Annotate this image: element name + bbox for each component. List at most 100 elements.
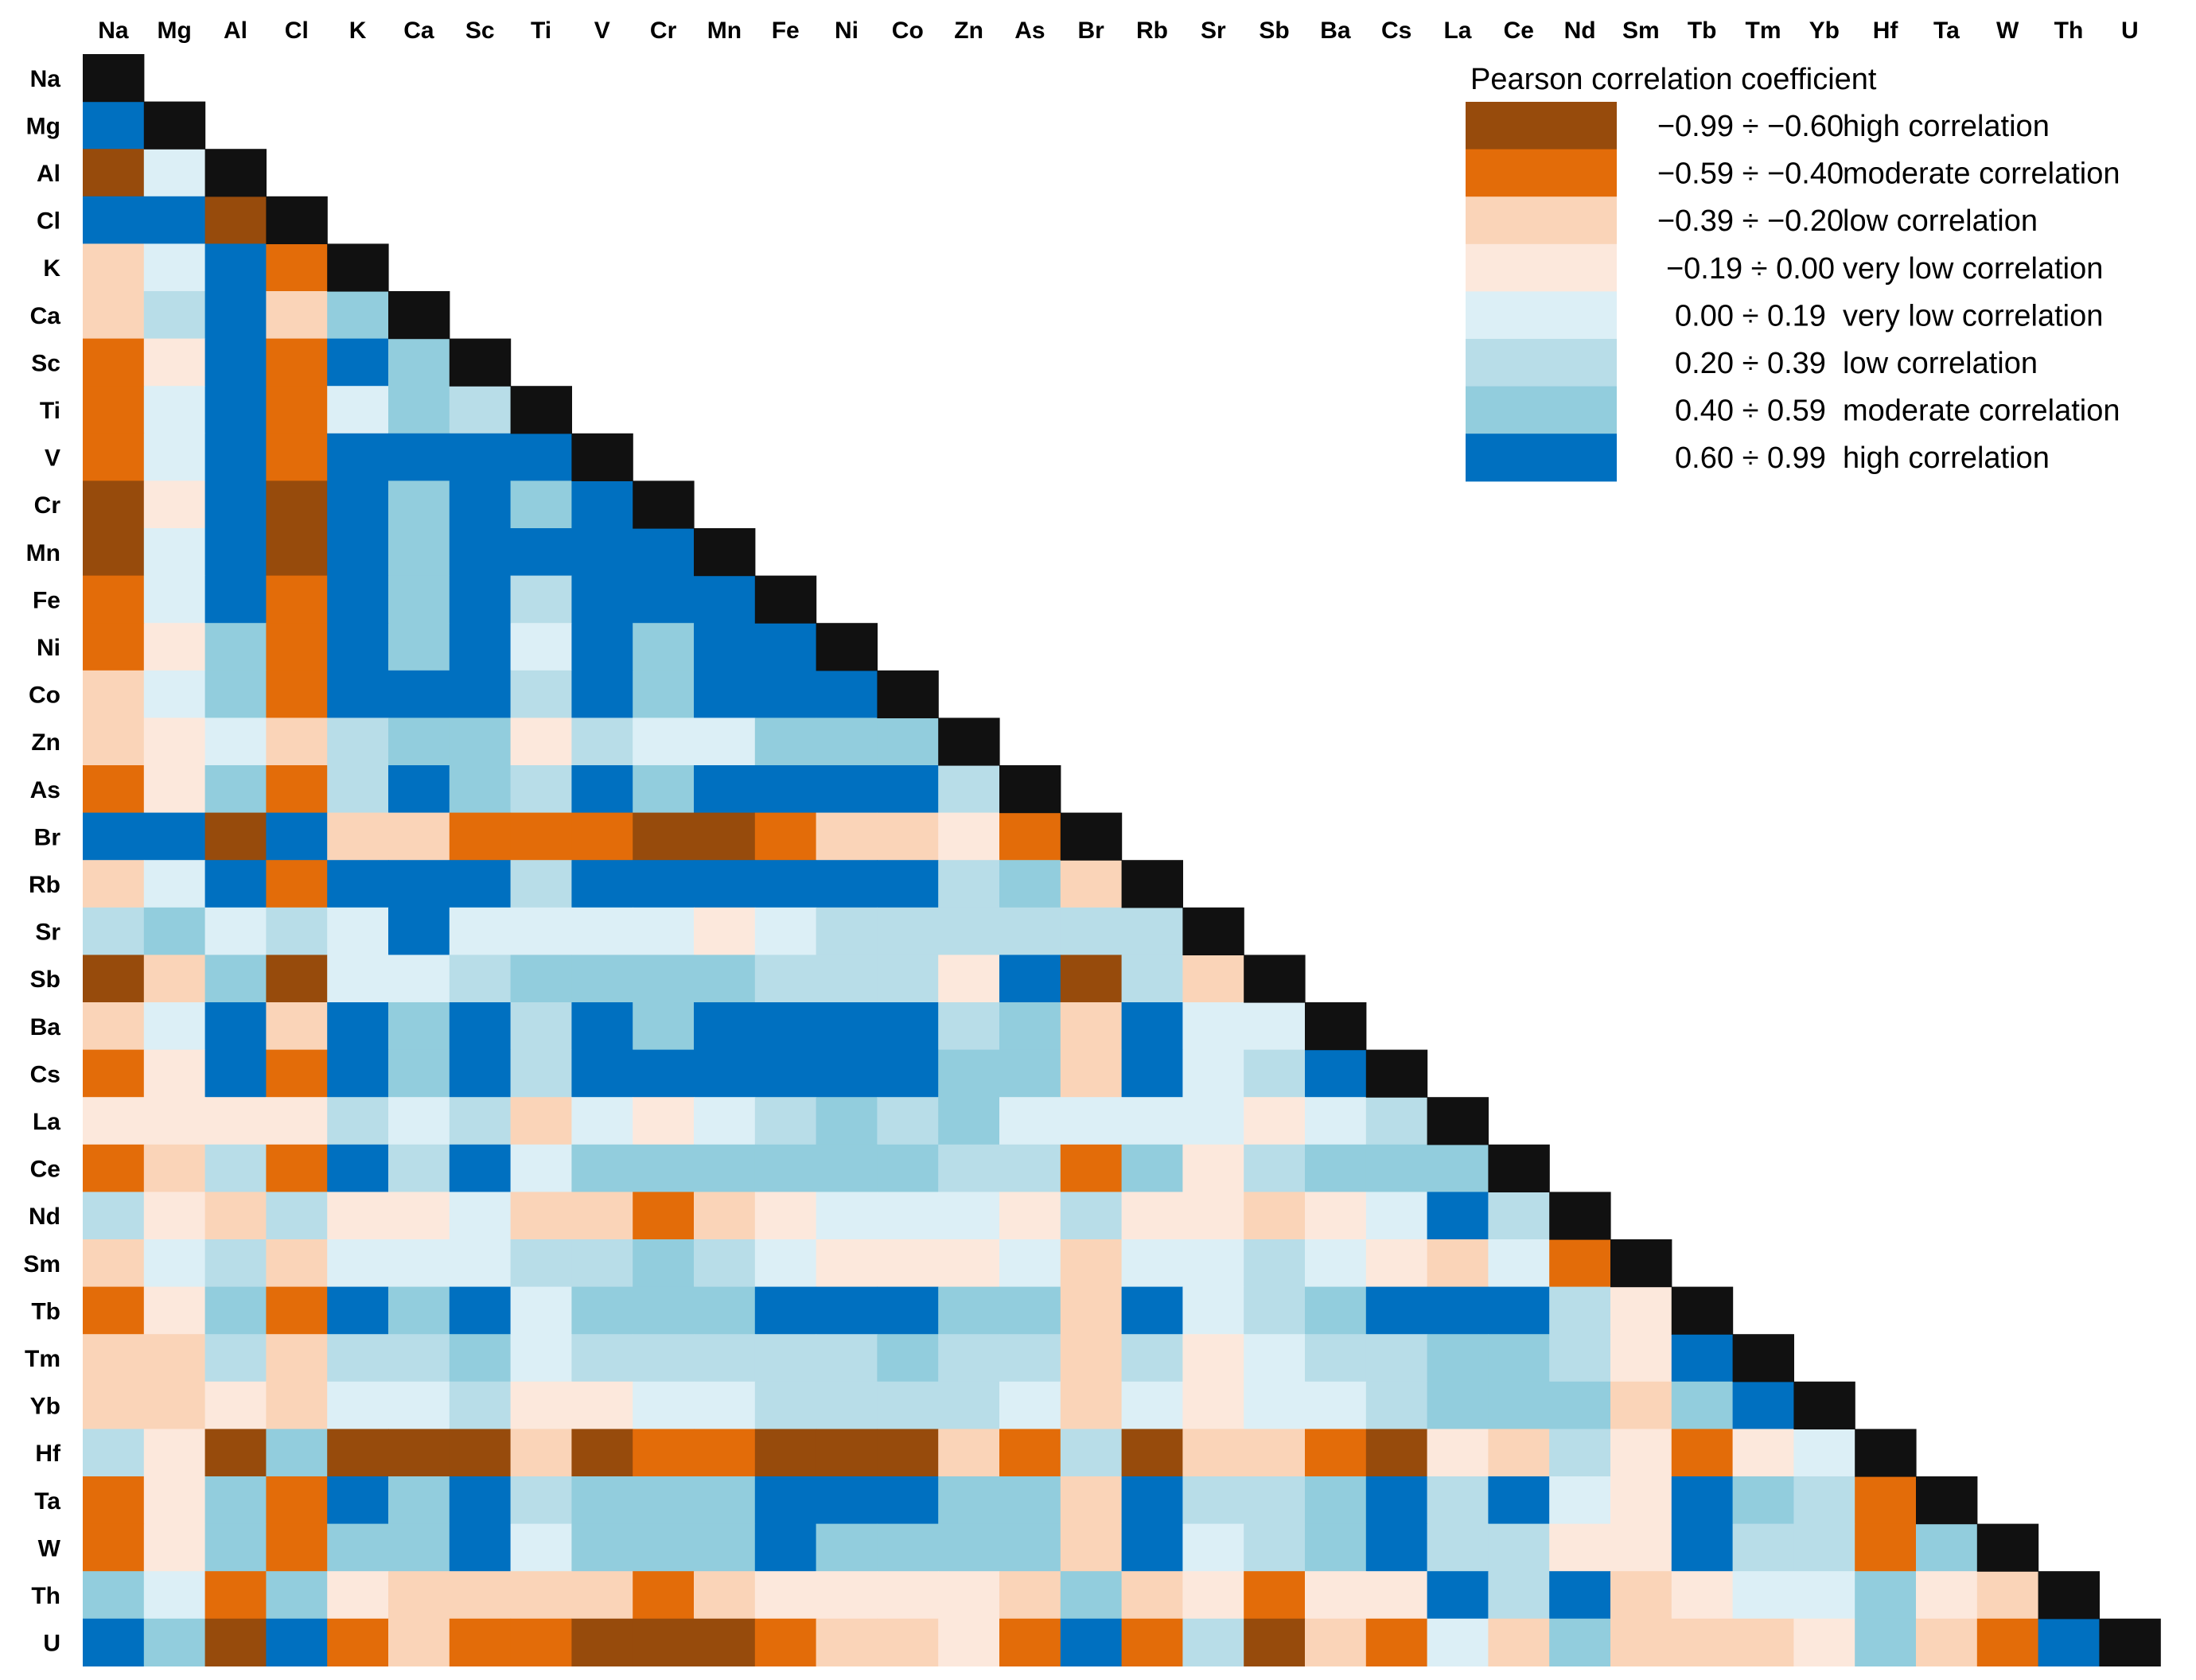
cell-Hf-Cl xyxy=(266,1429,328,1477)
cell-Br-Cl xyxy=(266,812,328,861)
cell-U-Ce xyxy=(1488,1618,1550,1666)
cell-Th-Tm xyxy=(1732,1571,1794,1620)
cell-Tm-Ba xyxy=(1305,1334,1367,1382)
cell-Zn-Na xyxy=(83,718,145,766)
cell-Nd-Sb xyxy=(1244,1192,1306,1240)
cell-Sb-Co xyxy=(877,955,939,1003)
cell-La-Ba xyxy=(1305,1097,1367,1145)
cell-Fe-Cl xyxy=(266,575,328,624)
cell-U-La xyxy=(1427,1618,1489,1666)
cell-Co-Ni xyxy=(816,670,878,718)
legend-label-0: high correlation xyxy=(1843,110,2050,143)
cell-Ba-Ni xyxy=(816,1002,878,1051)
cell-Ce-Zn xyxy=(938,1144,1000,1192)
x-tick-Nd: Nd xyxy=(1564,18,1596,44)
cell-Nd-Ce xyxy=(1488,1192,1550,1240)
cell-Th-Rb xyxy=(1121,1571,1183,1620)
cell-Tb-Br xyxy=(1060,1286,1123,1335)
cell-Sm-Nd xyxy=(1549,1239,1611,1288)
legend-range-5: 0.20 ÷ 0.39 xyxy=(1675,347,1826,380)
cell-Tm-Ni xyxy=(816,1334,878,1382)
cell-Sr-Co xyxy=(877,907,939,955)
cell-Hf-Mn xyxy=(694,1429,756,1477)
cell-Fe-V xyxy=(571,575,633,624)
cell-Ba-K xyxy=(327,1002,389,1051)
cell-Hf-Rb xyxy=(1121,1429,1183,1477)
legend-item-3: −0.19 ÷ 0.00 very low correlation xyxy=(1466,243,2103,292)
cell-Th-Sb xyxy=(1244,1571,1306,1620)
cell-Th-Yb xyxy=(1793,1571,1855,1620)
cell-Mn-Mg xyxy=(143,528,206,577)
cell-Tm-Nd xyxy=(1549,1334,1611,1382)
diagonal-cell-Sb xyxy=(1244,955,1306,1003)
cell-Tb-Ba xyxy=(1305,1286,1367,1335)
cell-Ba-V xyxy=(571,1002,633,1051)
cell-Yb-La xyxy=(1427,1381,1489,1429)
cell-Ta-Hf xyxy=(1855,1476,1917,1525)
cell-Tb-Ti xyxy=(510,1286,572,1335)
cell-U-Cl xyxy=(266,1618,328,1666)
cell-Yb-Ni xyxy=(816,1381,878,1429)
cell-Co-Fe xyxy=(754,670,817,718)
cell-Rb-Ni xyxy=(816,860,878,908)
legend-range-3: −0.19 ÷ 0.00 xyxy=(1666,252,1835,286)
cell-W-Rb xyxy=(1121,1523,1183,1572)
cell-Ni-Cl xyxy=(266,623,328,671)
cell-Al-Na xyxy=(83,149,145,197)
cell-As-Co xyxy=(877,765,939,814)
cell-Ba-Mn xyxy=(694,1002,756,1051)
cell-W-Sb xyxy=(1244,1523,1306,1572)
cell-Mn-Ca xyxy=(388,528,450,577)
cell-Ta-Sb xyxy=(1244,1476,1306,1525)
cell-Tm-Br xyxy=(1060,1334,1123,1382)
cell-Ce-Ba xyxy=(1305,1144,1367,1192)
cell-Yb-Nd xyxy=(1549,1381,1611,1429)
cell-Co-K xyxy=(327,670,389,718)
y-tick-Ta: Ta xyxy=(34,1488,60,1515)
cell-Nd-Mg xyxy=(143,1192,206,1240)
cell-Ce-Cl xyxy=(266,1144,328,1192)
cell-La-K xyxy=(327,1097,389,1145)
cell-Hf-Cr xyxy=(633,1429,695,1477)
cell-Zn-Ti xyxy=(510,718,572,766)
cell-Nd-Ba xyxy=(1305,1192,1367,1240)
cell-Rb-Cr xyxy=(633,860,695,908)
cell-Hf-Fe xyxy=(754,1429,817,1477)
diagonal-cell-V xyxy=(571,433,633,481)
cell-Sr-Fe xyxy=(754,907,817,955)
cell-Ni-Na xyxy=(83,623,145,671)
cell-W-Ba xyxy=(1305,1523,1367,1572)
cell-As-Cl xyxy=(266,765,328,814)
cell-Ba-Ti xyxy=(510,1002,572,1051)
cell-Tm-Sr xyxy=(1182,1334,1244,1382)
cell-Ta-Ce xyxy=(1488,1476,1550,1525)
cell-Ca-Cl xyxy=(266,291,328,340)
cell-La-Fe xyxy=(754,1097,817,1145)
cell-La-Mn xyxy=(694,1097,756,1145)
x-tick-Mn: Mn xyxy=(707,18,742,44)
cell-Hf-Sm xyxy=(1610,1429,1672,1477)
x-tick-Ni: Ni xyxy=(835,18,859,44)
cell-Mn-Sc xyxy=(449,528,512,577)
cell-Ni-K xyxy=(327,623,389,671)
cell-W-Mg xyxy=(143,1523,206,1572)
y-tick-W: W xyxy=(38,1535,61,1561)
x-tick-Tm: Tm xyxy=(1746,18,1781,44)
cell-Tb-Sm xyxy=(1610,1286,1672,1335)
cell-Ce-Fe xyxy=(754,1144,817,1192)
cell-Tm-V xyxy=(571,1334,633,1382)
cell-Br-Ti xyxy=(510,812,572,861)
cell-U-Br xyxy=(1060,1618,1123,1666)
cell-Cs-Ca xyxy=(388,1049,450,1098)
cell-Sb-Al xyxy=(204,955,267,1003)
cell-K-Na xyxy=(83,243,145,292)
cell-Ta-V xyxy=(571,1476,633,1525)
diagonal-cell-Mg xyxy=(143,101,206,150)
x-tick-Sb: Sb xyxy=(1259,18,1289,44)
cell-Cl-Mg xyxy=(143,196,206,244)
diagonal-cell-Sc xyxy=(449,338,512,387)
cell-Th-Br xyxy=(1060,1571,1123,1620)
x-tick-Ta: Ta xyxy=(1933,18,1960,44)
cell-U-Rb xyxy=(1121,1618,1183,1666)
